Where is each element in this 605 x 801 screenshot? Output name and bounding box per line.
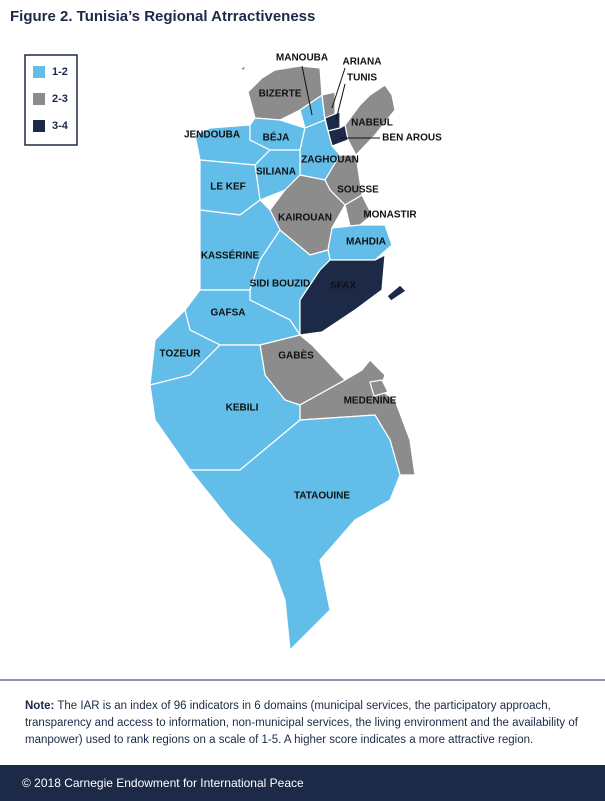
region-label: KASSÉRINE xyxy=(201,249,260,262)
legend-swatch xyxy=(33,93,45,105)
note-text: The IAR is an index of 96 indicators in … xyxy=(25,700,578,746)
region-label: GAFSA xyxy=(211,308,246,319)
labels: MANOUBA ARIANA TUNIS BIZERTE NABEUL BEN AROUS… xyxy=(160,53,443,502)
note: Note: The IAR is an index of 96 indicato… xyxy=(25,698,585,749)
region-label: ZAGHOUAN xyxy=(301,155,359,166)
region-label: MEDENINE xyxy=(344,396,397,407)
region-label: SOUSSE xyxy=(337,185,379,196)
region-label: TOZEUR xyxy=(160,349,202,360)
region-label: BEN AROUS xyxy=(382,133,442,144)
region-label: MAHDIA xyxy=(346,237,386,248)
region-label: NABEUL xyxy=(351,118,393,129)
region xyxy=(386,284,407,302)
region-label: KEBILI xyxy=(226,403,259,414)
legend-label: 1-2 xyxy=(52,66,68,78)
region-label: MONASTIR xyxy=(363,210,417,221)
region xyxy=(344,194,373,227)
region-label: SFAX xyxy=(330,281,356,292)
leader-line xyxy=(301,65,313,116)
region-label: JENDOUBA xyxy=(184,130,240,141)
regions xyxy=(149,65,416,652)
footer: © 2018 Carnegie Endowment for Internatio… xyxy=(0,765,605,801)
legend-label: 3-4 xyxy=(52,120,69,132)
region-label: ARIANA xyxy=(343,57,382,68)
legend-label: 2-3 xyxy=(52,93,68,105)
region-label: BIZERTE xyxy=(259,89,302,100)
title: Figure 2. Tunisia’s Regional Atrractiven… xyxy=(10,8,315,25)
legend-box xyxy=(24,54,78,146)
region xyxy=(149,344,301,471)
region-label: TATAOUINE xyxy=(294,491,350,502)
region-label: SIDI BOUZID xyxy=(250,279,311,290)
legend-swatch xyxy=(33,120,45,132)
leader-line xyxy=(335,83,346,121)
legend-swatch xyxy=(33,66,45,78)
note-label: Note: xyxy=(25,700,55,712)
region xyxy=(188,414,401,652)
region-label: SILIANA xyxy=(256,167,296,178)
region-label: LE KEF xyxy=(210,182,246,193)
map: Figure 2. Tunisia’s Regional Atrractiven… xyxy=(0,8,605,681)
region-label: MANOUBA xyxy=(276,53,328,64)
region xyxy=(369,379,389,397)
region xyxy=(299,253,386,336)
region xyxy=(238,65,248,72)
region-label: BÉJA xyxy=(263,131,290,144)
region-label: TUNIS xyxy=(347,73,377,84)
region-label: GABÈS xyxy=(278,349,314,362)
leader-line xyxy=(331,67,346,109)
region-label: KAIROUAN xyxy=(278,213,332,224)
